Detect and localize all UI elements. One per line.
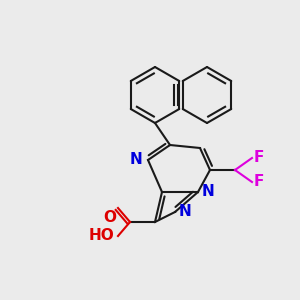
Text: HO: HO bbox=[88, 229, 114, 244]
Text: F: F bbox=[254, 175, 264, 190]
Text: O: O bbox=[103, 210, 116, 225]
Text: N: N bbox=[202, 184, 215, 200]
Text: F: F bbox=[254, 151, 264, 166]
Text: N: N bbox=[179, 205, 192, 220]
Text: N: N bbox=[129, 152, 142, 167]
